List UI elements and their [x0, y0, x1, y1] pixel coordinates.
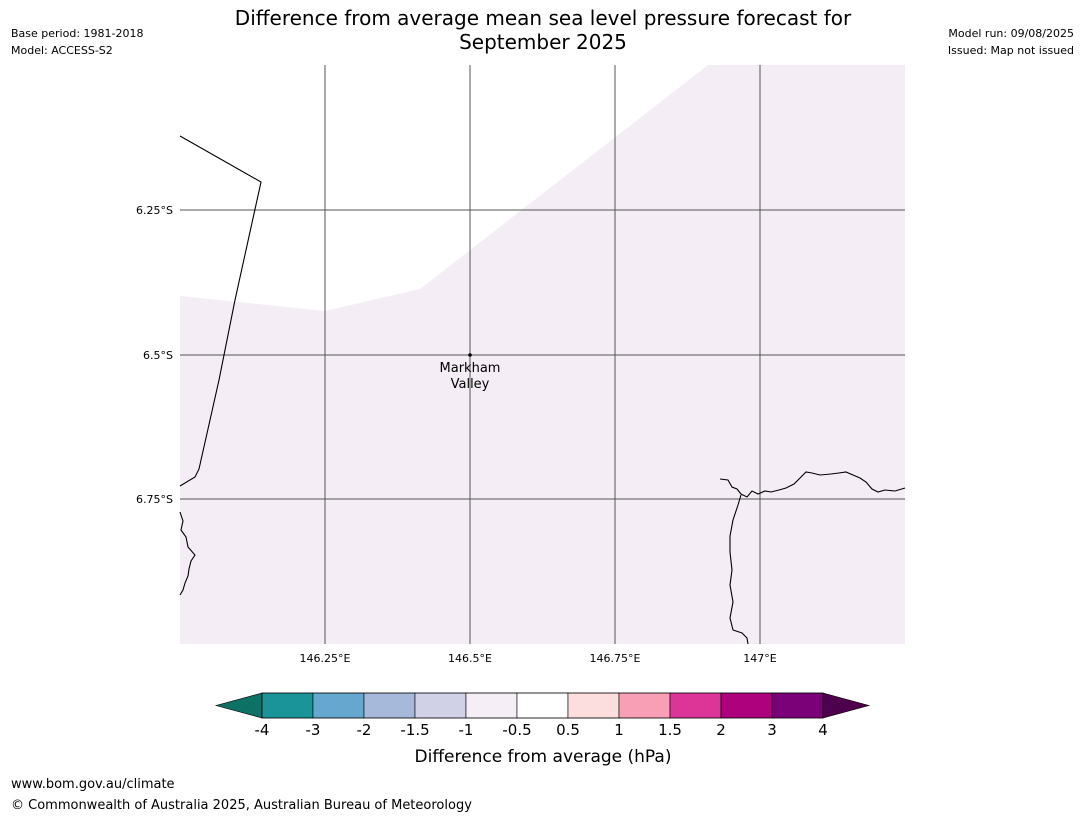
lon-label: 147°E	[743, 652, 776, 665]
issued-label: Issued: Map not issued	[947, 44, 1074, 57]
colorbar-bin	[465, 692, 518, 719]
website-link[interactable]: www.bom.gov.au/climate	[11, 777, 175, 792]
metadata-right: Model run: 09/08/2025 Issued: Map not is…	[948, 25, 1074, 59]
colorbar-max-extend	[822, 692, 871, 719]
colorbar-tick: 1.5	[658, 721, 682, 739]
colorbar-tick: -4	[255, 721, 270, 739]
colorbar-min-extend	[214, 692, 263, 719]
lat-label: 6.75°S	[136, 493, 173, 506]
lat-label: 6.5°S	[143, 349, 173, 362]
graticule	[180, 65, 905, 644]
colorbar-bin	[516, 692, 569, 719]
colorbar-bin	[669, 692, 722, 719]
colorbar-bin	[363, 692, 416, 719]
map-title: Difference from average mean sea level p…	[180, 6, 906, 54]
colorbar-bin	[720, 692, 773, 719]
colorbar-tick: 2	[716, 721, 726, 739]
colorbar-tick: -3	[306, 721, 321, 739]
colorbar-bin	[312, 692, 365, 719]
colorbar-tick: 1	[614, 721, 624, 739]
title-line-2: September 2025	[459, 30, 627, 54]
footer: www.bom.gov.au/climate © Commonwealth of…	[11, 774, 472, 816]
model-label: Model: ACCESS-S2	[11, 44, 113, 57]
colorbar-tick-labels: -4 -3 -2 -1.5 -1 -0.5 0.5 1 1.5 2 3 4	[255, 721, 828, 739]
lon-label: 146.75°E	[590, 652, 641, 665]
lon-label: 146.25°E	[300, 652, 351, 665]
colorbar-bin	[567, 692, 620, 719]
colorbar-bin	[771, 692, 824, 719]
title-line-1: Difference from average mean sea level p…	[234, 6, 852, 30]
colorbar-tick: 4	[818, 721, 828, 739]
copyright-notice: © Commonwealth of Australia 2025, Austra…	[11, 798, 472, 813]
metadata-left: Base period: 1981-2018 Model: ACCESS-S2	[11, 25, 143, 59]
place-marker	[468, 353, 472, 357]
colorbar-tick: -2	[357, 721, 372, 739]
lat-label: 6.25°S	[136, 204, 173, 217]
place-name-line-1: Markham	[440, 361, 501, 376]
boundary-line	[179, 135, 262, 487]
latitude-labels: 6.25°S 6.5°S 6.75°S	[136, 204, 173, 506]
colorbar-tick: 0.5	[556, 721, 580, 739]
east-river-coast	[729, 494, 749, 645]
colorbar-bin	[414, 692, 467, 719]
place-markham-valley: Markham Valley	[440, 353, 501, 392]
model-run-label: Model run: 09/08/2025	[948, 27, 1074, 40]
colorbar-outline	[261, 692, 824, 719]
colorbar-bin	[618, 692, 671, 719]
lon-label: 146.5°E	[448, 652, 492, 665]
colorbar-tick: 3	[767, 721, 777, 739]
colorbar-title: Difference from average (hPa)	[415, 747, 672, 767]
colorbar-bin	[261, 692, 314, 719]
colorbar-legend: -4 -3 -2 -1.5 -1 -0.5 0.5 1 1.5 2 3 4 Di…	[214, 692, 871, 767]
colorbar-tick: -1	[459, 721, 474, 739]
west-coastline	[179, 511, 196, 596]
coastlines	[179, 135, 906, 645]
east-coastline	[719, 471, 906, 498]
place-name-line-2: Valley	[451, 377, 490, 392]
colorbar-tick: -0.5	[502, 721, 531, 739]
colorbar-tick: -1.5	[400, 721, 429, 739]
longitude-labels: 146.25°E 146.5°E 146.75°E 147°E	[300, 652, 777, 665]
base-period-label: Base period: 1981-2018	[11, 27, 144, 40]
